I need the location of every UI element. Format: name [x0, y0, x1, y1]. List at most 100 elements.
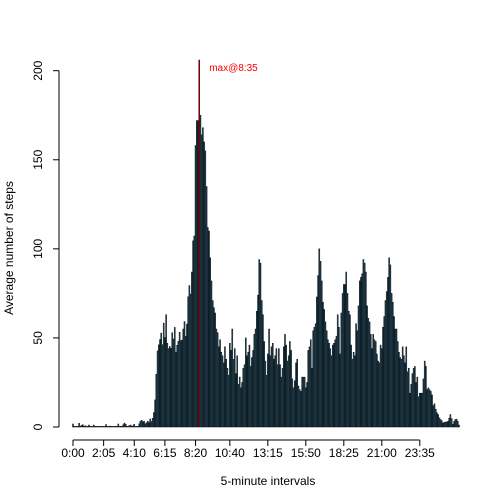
bar — [291, 378, 294, 428]
bar — [344, 284, 346, 428]
bar — [292, 387, 295, 428]
bars-group — [72, 59, 460, 428]
bar — [74, 426, 77, 428]
bar — [251, 357, 253, 428]
bar — [85, 426, 88, 428]
bar — [226, 367, 229, 428]
bar — [298, 389, 301, 428]
bar — [361, 273, 363, 428]
bar — [196, 120, 198, 428]
bar — [446, 421, 448, 428]
bar — [137, 426, 139, 428]
bar — [258, 259, 261, 428]
bar — [365, 271, 367, 428]
bar — [316, 296, 318, 428]
bar — [339, 353, 341, 428]
x-tick-label: 15:50 — [291, 446, 321, 460]
bar — [72, 423, 74, 428]
bar — [313, 327, 316, 428]
bar — [285, 344, 287, 428]
bar — [122, 424, 124, 428]
bar — [378, 362, 381, 428]
bar — [433, 403, 436, 428]
bar — [188, 285, 191, 428]
x-tick-label: 6:15 — [153, 446, 177, 460]
bar — [430, 391, 432, 428]
bar — [83, 426, 85, 428]
bar — [106, 426, 109, 428]
bar — [414, 366, 416, 428]
bar — [411, 373, 414, 428]
bar — [248, 344, 251, 428]
bar — [371, 348, 373, 428]
bar — [90, 426, 93, 428]
bar — [254, 328, 257, 428]
bar — [330, 355, 333, 428]
bar — [377, 360, 379, 428]
bar — [243, 364, 246, 428]
bar — [307, 350, 310, 428]
bar — [279, 364, 281, 428]
bar — [112, 426, 115, 428]
bar — [432, 405, 435, 428]
bar — [124, 424, 127, 428]
bar — [154, 399, 156, 428]
bar — [77, 426, 79, 428]
bar — [236, 355, 238, 428]
bar — [227, 375, 230, 428]
bar — [259, 262, 262, 428]
bar — [184, 335, 187, 428]
bar — [82, 424, 84, 428]
x-tick-label: 0:00 — [61, 446, 85, 460]
bar — [345, 271, 348, 428]
y-tick-label: 150 — [31, 149, 45, 169]
bar — [147, 420, 149, 428]
bar — [303, 376, 306, 428]
bar — [134, 426, 137, 428]
bar — [419, 392, 421, 428]
bar — [234, 348, 236, 428]
bar — [400, 359, 403, 428]
bar — [276, 364, 279, 428]
bar — [202, 127, 204, 428]
bar — [372, 334, 374, 428]
bar — [165, 314, 167, 428]
y-tick-label: 200 — [31, 60, 45, 80]
bar — [352, 351, 355, 428]
bar — [178, 331, 181, 428]
bar — [399, 357, 401, 428]
bar — [317, 275, 319, 428]
x-tick-label: 21:00 — [367, 446, 397, 460]
bar — [312, 330, 314, 428]
bar — [351, 359, 354, 428]
bar — [191, 271, 193, 428]
bar — [102, 426, 105, 428]
bar — [142, 421, 144, 428]
bar — [151, 418, 154, 428]
bar — [338, 327, 340, 428]
bar — [133, 424, 136, 428]
bar — [425, 366, 427, 428]
bar — [327, 339, 329, 428]
bar — [436, 412, 438, 428]
bar — [401, 346, 404, 428]
bar — [193, 235, 196, 428]
bar — [437, 414, 439, 428]
bar — [349, 314, 351, 428]
bar — [381, 348, 383, 428]
bar — [96, 426, 99, 428]
bar — [376, 353, 378, 428]
bar — [311, 367, 313, 428]
bar — [89, 426, 91, 428]
bar — [100, 426, 102, 428]
bar — [245, 337, 247, 428]
bar — [140, 420, 143, 428]
x-tick-label: 10:40 — [215, 446, 245, 460]
bar — [263, 341, 265, 428]
bar — [324, 321, 327, 428]
bar — [215, 328, 218, 428]
bar — [148, 422, 150, 428]
bar — [107, 426, 110, 428]
bar — [156, 350, 159, 428]
bar — [176, 345, 178, 428]
